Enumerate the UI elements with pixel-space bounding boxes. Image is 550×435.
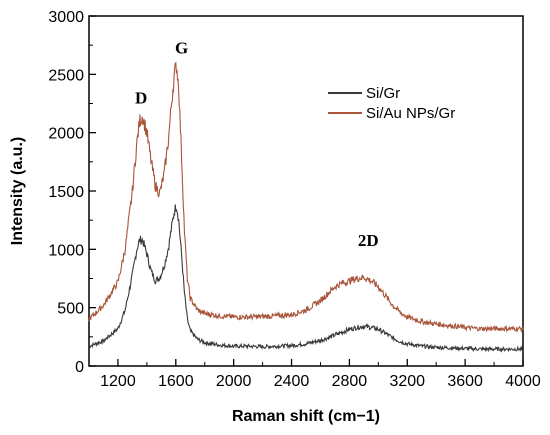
peak-annotations: D G 2D [135,38,379,250]
peak-label-d: D [135,89,147,108]
x-tick-label: 2000 [216,373,252,390]
y-axis: 0 500 1000 1500 2000 2500 3000 [48,9,96,376]
x-axis: 1200 1600 2000 2400 2800 3200 3600 4000 [88,359,541,390]
x-tick-label: 1200 [100,373,136,390]
series-line-2 [88,61,524,334]
x-tick-label: 3200 [389,373,425,390]
x-tick-label: 2400 [274,373,310,390]
legend-label: Si/Au NPs/Gr [366,105,455,122]
series-line-1 [88,204,524,353]
y-tick-label: 2500 [48,67,84,84]
peak-label-2d: 2D [358,231,379,250]
peak-label-g: G [175,38,188,57]
legend-label: Si/Gr [366,85,400,102]
y-tick-label: 2000 [48,126,84,143]
y-axis-title: Intensity (a.u.) [9,137,26,245]
y-tick-label: 1500 [48,184,84,201]
x-axis-title: Raman shift (cm−1) [232,408,380,425]
y-tick-label: 0 [75,359,84,376]
y-tick-label: 500 [57,301,84,318]
y-tick-label: 1000 [48,242,84,259]
y-tick-label: 3000 [48,9,84,26]
series-layer [88,61,524,353]
x-tick-label: 4000 [505,373,541,390]
legend: Si/Gr Si/Au NPs/Gr [328,85,455,122]
x-tick-label: 3600 [447,373,483,390]
plot-frame [88,15,524,367]
x-tick-label: 1600 [158,373,194,390]
x-tick-label: 2800 [332,373,368,390]
